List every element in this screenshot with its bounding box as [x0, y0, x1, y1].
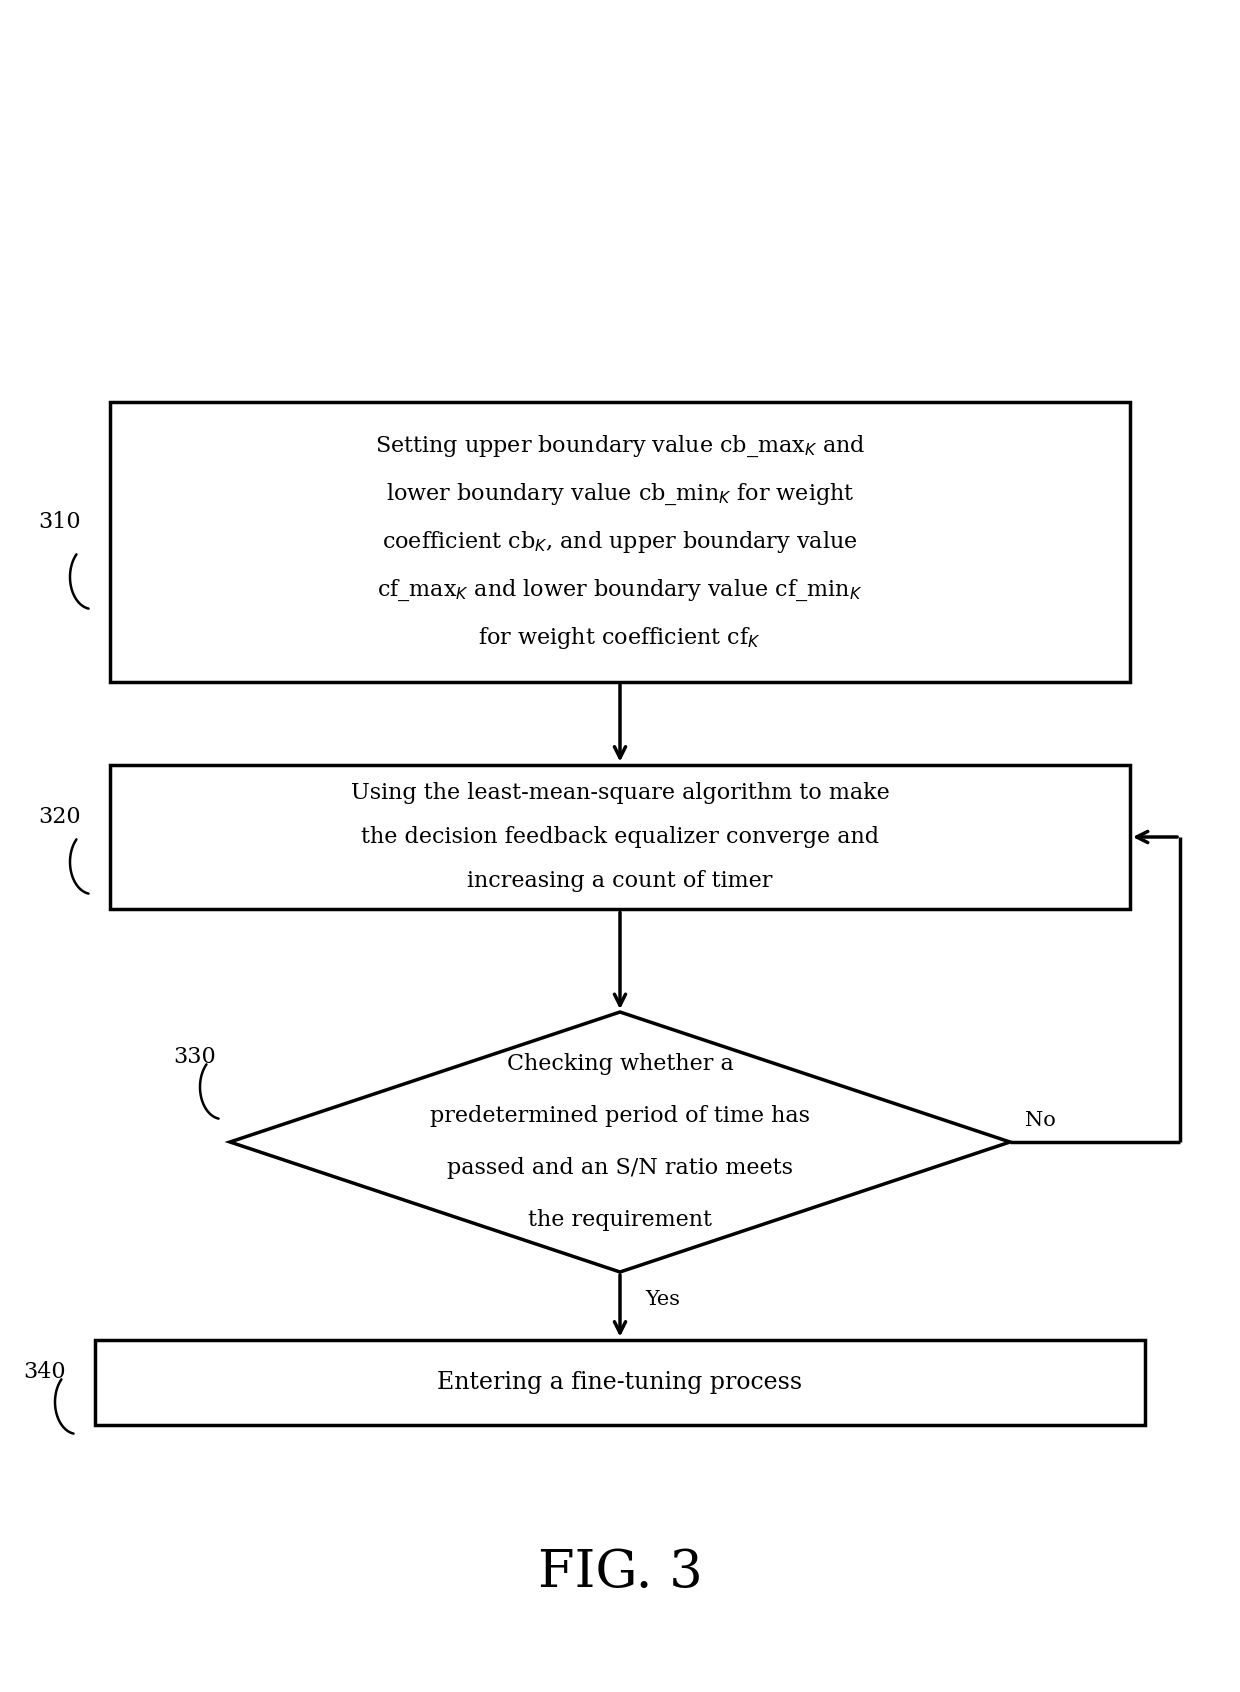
Bar	[110, 765, 1130, 910]
Text: FIG. 3: FIG. 3	[538, 1546, 702, 1597]
Text: coefficient cb$_K$, and upper boundary value: coefficient cb$_K$, and upper boundary v…	[382, 530, 858, 555]
Bar	[95, 1340, 1145, 1425]
Text: the requirement: the requirement	[528, 1210, 712, 1232]
Text: 330: 330	[174, 1046, 216, 1068]
Text: cf_max$_K$ and lower boundary value cf_min$_K$: cf_max$_K$ and lower boundary value cf_m…	[377, 577, 863, 602]
Text: Yes: Yes	[645, 1289, 680, 1310]
Polygon shape	[229, 1012, 1011, 1272]
Text: 320: 320	[38, 805, 82, 827]
Text: passed and an S/N ratio meets: passed and an S/N ratio meets	[446, 1157, 794, 1179]
Text: lower boundary value cb_min$_K$ for weight: lower boundary value cb_min$_K$ for weig…	[386, 481, 854, 506]
Text: increasing a count of timer: increasing a count of timer	[467, 870, 773, 892]
Text: 310: 310	[38, 511, 82, 533]
Text: Checking whether a: Checking whether a	[507, 1052, 733, 1074]
Text: for weight coefficient cf$_K$: for weight coefficient cf$_K$	[479, 624, 761, 651]
Bar	[110, 403, 1130, 682]
Text: the decision feedback equalizer converge and: the decision feedback equalizer converge…	[361, 826, 879, 848]
Text: No: No	[1025, 1112, 1055, 1130]
Text: Entering a fine-tuning process: Entering a fine-tuning process	[438, 1371, 802, 1394]
Text: predetermined period of time has: predetermined period of time has	[430, 1105, 810, 1127]
Text: Using the least-mean-square algorithm to make: Using the least-mean-square algorithm to…	[351, 782, 889, 804]
Text: 340: 340	[24, 1360, 66, 1382]
Text: Setting upper boundary value cb_max$_K$ and: Setting upper boundary value cb_max$_K$ …	[374, 433, 866, 459]
